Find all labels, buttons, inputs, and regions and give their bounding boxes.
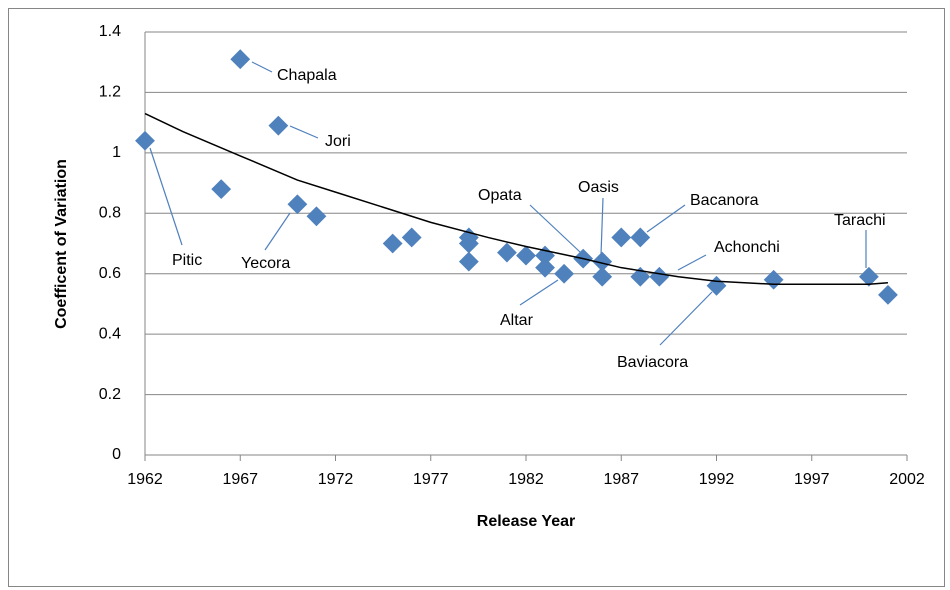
y-tick-label: 1.2	[99, 84, 121, 101]
y-tick-label: 1.4	[99, 23, 121, 40]
x-tick-label: 1977	[413, 471, 449, 488]
x-tick-label: 1997	[794, 471, 830, 488]
data-point	[135, 130, 155, 151]
annotation: Jori	[325, 133, 351, 150]
x-tick-label: 2002	[889, 471, 925, 488]
annotation-leader	[289, 125, 319, 139]
data-point	[497, 242, 517, 263]
x-tick-label: 1967	[222, 471, 258, 488]
data-point	[592, 266, 613, 287]
y-tick-label: 0.2	[99, 386, 121, 403]
annotation: Chapala	[277, 67, 337, 84]
data-point	[268, 115, 289, 136]
x-axis-title: Release Year	[477, 513, 575, 530]
annotation: Oasis	[578, 179, 619, 196]
annotation: Tarachi	[834, 212, 886, 229]
data-point	[535, 257, 555, 278]
y-axis-title: Coefficent of Variation	[53, 159, 70, 329]
annotation: Pitic	[172, 252, 202, 269]
y-tick-label: 0.4	[99, 325, 121, 342]
annotation-leader	[659, 291, 713, 346]
annotation: Achonchi	[714, 239, 780, 256]
y-tick-label: 1	[112, 144, 121, 161]
annotation: Altar	[500, 312, 534, 329]
data-point	[878, 284, 898, 305]
y-tick-label: 0.8	[99, 205, 121, 222]
data-point	[458, 233, 479, 254]
x-tick-label: 1987	[603, 471, 639, 488]
annotation: Opata	[478, 187, 522, 204]
annotation-leader	[529, 204, 581, 253]
data-point	[859, 266, 879, 287]
annotation: Yecora	[241, 255, 290, 272]
data-point	[382, 233, 403, 254]
data-point	[592, 251, 613, 272]
y-tick-label: 0	[112, 446, 121, 463]
x-tick-label: 1992	[699, 471, 735, 488]
data-point	[306, 206, 327, 227]
annotation-leader	[600, 197, 604, 256]
y-tick-label: 0.6	[99, 265, 121, 282]
annotation-leader	[519, 279, 559, 306]
data-point	[287, 194, 308, 215]
x-tick-label: 1962	[127, 471, 163, 488]
data-point	[554, 263, 574, 284]
data-point	[458, 251, 479, 272]
annotation-leader	[251, 61, 273, 73]
x-tick-label: 1972	[318, 471, 354, 488]
annotation: Baviacora	[617, 354, 688, 371]
x-tick-label: 1982	[508, 471, 544, 488]
annotation-leader	[677, 254, 707, 271]
chart-frame	[8, 8, 945, 587]
annotation: Bacanora	[690, 192, 759, 209]
annotation-leader	[149, 147, 183, 246]
data-point	[401, 227, 422, 248]
data-point	[649, 266, 670, 287]
data-point	[211, 179, 232, 200]
annotation-leader	[264, 212, 291, 251]
trend-line	[144, 112, 889, 286]
annotation-leader	[646, 204, 686, 233]
